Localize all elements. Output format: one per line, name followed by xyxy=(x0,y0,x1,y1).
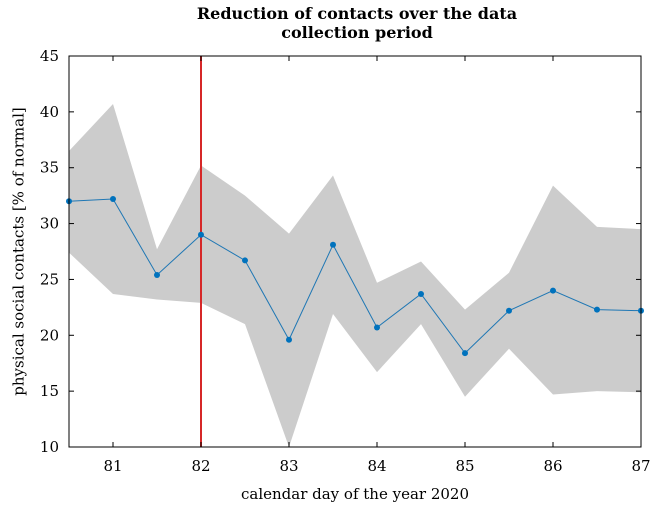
data-point xyxy=(418,290,424,297)
y-tick-label: 30 xyxy=(40,215,59,233)
data-point xyxy=(462,350,468,357)
x-tick-label: 85 xyxy=(455,457,474,475)
x-tick-label: 83 xyxy=(279,457,298,475)
x-tick-label: 86 xyxy=(543,457,562,475)
y-tick-label: 25 xyxy=(40,270,59,288)
chart-title-line-1: Reduction of contacts over the data xyxy=(197,4,517,23)
x-tick-label: 84 xyxy=(367,457,386,475)
y-tick-label: 40 xyxy=(40,103,59,121)
y-tick-label: 10 xyxy=(40,438,59,456)
x-tick-label: 87 xyxy=(631,457,650,475)
x-axis-label: calendar day of the year 2020 xyxy=(241,485,469,503)
x-tick-label: 81 xyxy=(103,457,122,475)
chart-title: Reduction of contacts over the data coll… xyxy=(197,4,517,42)
y-axis-label: physical social contacts [% of normal] xyxy=(9,107,27,395)
x-tick-label: 82 xyxy=(191,457,210,475)
series-line-mean xyxy=(68,198,642,354)
y-tick-label: 45 xyxy=(40,47,59,65)
data-point xyxy=(242,257,248,264)
chart-title-line-2: collection period xyxy=(281,23,433,42)
data-point xyxy=(154,271,160,278)
data-points xyxy=(66,195,644,357)
y-tick-label: 20 xyxy=(40,326,59,344)
data-point xyxy=(506,307,512,314)
data-point xyxy=(374,324,380,331)
data-point xyxy=(198,231,204,238)
y-tick-label: 15 xyxy=(40,382,59,400)
y-axis-ticks: 10 15 20 25 30 35 40 45 xyxy=(40,47,641,456)
confidence-band xyxy=(69,104,641,447)
data-point xyxy=(286,336,292,343)
data-point xyxy=(594,306,600,313)
data-point xyxy=(110,195,116,202)
data-point xyxy=(550,287,556,294)
data-point xyxy=(330,241,336,248)
y-tick-label: 35 xyxy=(40,159,59,177)
x-axis-ticks: 81 82 83 84 85 86 87 xyxy=(103,56,650,475)
plot-frame xyxy=(68,55,642,448)
